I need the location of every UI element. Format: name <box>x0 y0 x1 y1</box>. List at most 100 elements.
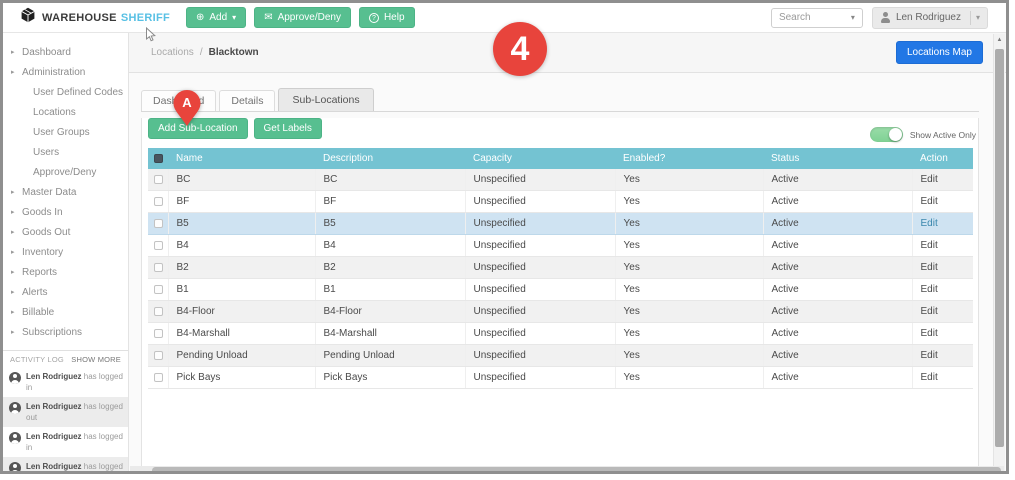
approve-deny-button[interactable]: ✉ Approve/Deny <box>254 7 351 28</box>
sidebar-item-administration[interactable]: ▸ Administration <box>3 63 128 83</box>
tab-sub-locations[interactable]: Sub-Locations <box>278 88 374 111</box>
column-header-status[interactable]: Status <box>763 148 912 169</box>
capacity-cell: Unspecified <box>465 190 616 213</box>
scroll-up-button[interactable]: ▲ <box>996 37 1003 43</box>
sidebar-item-users[interactable]: Users <box>3 143 128 163</box>
column-header-enabled[interactable]: Enabled? <box>615 148 763 169</box>
sublocation-row-pick-bays[interactable]: Pick Bays Pick Bays Unspecified Yes Active Ed… <box>148 366 973 389</box>
enabled-cell: Yes <box>615 256 764 279</box>
brand-name-secondary: SHERIFF <box>120 11 170 24</box>
expand-arrow-icon: ▸ <box>11 189 15 196</box>
row-checkbox[interactable] <box>154 306 163 316</box>
edit-link[interactable]: Edit <box>920 372 938 383</box>
get-labels-button[interactable]: Get Labels <box>253 118 322 139</box>
tab-details[interactable]: Details <box>219 90 276 111</box>
sublocation-row-b2[interactable]: B2 B2 Unspecified Yes Active Edit <box>148 256 973 279</box>
row-checkbox[interactable] <box>154 328 163 338</box>
column-header-name[interactable]: Name <box>168 148 315 169</box>
row-checkbox[interactable] <box>154 174 163 184</box>
sublocation-row-bf[interactable]: BF BF Unspecified Yes Active Edit <box>148 190 973 213</box>
sidebar-item-master-data[interactable]: ▸ Master Data <box>3 183 128 203</box>
app-logo[interactable]: WAREHOUSE SHERIFF <box>20 7 170 28</box>
sidebar-item-alerts[interactable]: ▸ Alerts <box>3 283 128 303</box>
mouse-cursor-icon <box>145 26 157 48</box>
edit-link[interactable]: Edit <box>920 218 938 229</box>
breadcrumb-locations-link[interactable]: Locations <box>151 47 194 58</box>
sublocation-row-b5[interactable]: B5 B5 Unspecified Yes Active Edit <box>148 212 973 235</box>
sublocation-row-b4-floor[interactable]: B4-Floor B4-Floor Unspecified Yes Active Edit <box>148 300 973 323</box>
edit-link[interactable]: Edit <box>920 328 938 339</box>
name-cell: BF <box>168 190 316 213</box>
enabled-cell: Yes <box>615 322 764 345</box>
add-sub-location-button[interactable]: Add Sub-Location <box>148 118 248 139</box>
sidebar-item-locations[interactable]: Locations <box>3 103 128 123</box>
activity-text: Len Rodriguez has logged in <box>26 372 123 392</box>
row-checkbox[interactable] <box>154 218 163 228</box>
select-all-checkbox[interactable] <box>154 153 163 163</box>
help-button[interactable]: ? Help <box>358 7 415 28</box>
capacity-cell: Unspecified <box>465 169 616 191</box>
row-checkbox[interactable] <box>154 262 163 272</box>
show-more-link[interactable]: SHOW MORE <box>71 355 121 364</box>
sidebar-item-approve-deny[interactable]: Approve/Deny <box>3 163 128 183</box>
horizontal-scrollbar-thumb[interactable] <box>152 467 1001 471</box>
column-header-action[interactable]: Action <box>912 148 973 169</box>
edit-link[interactable]: Edit <box>920 284 938 295</box>
vertical-scrollbar-thumb[interactable] <box>995 49 1004 447</box>
name-cell: B4 <box>168 234 316 257</box>
edit-link[interactable]: Edit <box>920 350 938 361</box>
row-checkbox-cell <box>148 366 169 389</box>
edit-link[interactable]: Edit <box>920 174 938 185</box>
add-button[interactable]: ⊕ Add ▾ <box>185 7 247 28</box>
search-input[interactable]: Search ▾ <box>770 7 863 28</box>
row-checkbox-cell <box>148 234 169 257</box>
user-menu-button[interactable]: Len Rodriguez ▾ <box>871 6 988 29</box>
sidebar-item-label: Goods Out <box>22 227 71 238</box>
locations-map-button[interactable]: Locations Map <box>895 41 983 64</box>
sublocation-row-b1[interactable]: B1 B1 Unspecified Yes Active Edit <box>148 278 973 301</box>
enabled-cell: Yes <box>615 190 764 213</box>
activity-log-header: ACTIVITY LOG SHOW MORE <box>3 351 128 367</box>
column-header-capacity[interactable]: Capacity <box>465 148 615 169</box>
chevron-down-icon: ▾ <box>975 12 980 22</box>
sublocation-row-b4[interactable]: B4 B4 Unspecified Yes Active Edit <box>148 234 973 257</box>
row-checkbox[interactable] <box>154 350 163 360</box>
row-checkbox[interactable] <box>154 284 163 294</box>
sidebar-item-goods-in[interactable]: ▸ Goods In <box>3 203 128 223</box>
capacity-cell: Unspecified <box>465 278 616 301</box>
edit-link[interactable]: Edit <box>920 262 938 273</box>
enabled-cell: Yes <box>615 366 764 389</box>
sidebar-item-goods-out[interactable]: ▸ Goods Out <box>3 223 128 243</box>
sidebar-item-label: Alerts <box>22 287 48 298</box>
sidebar-item-dashboard[interactable]: ▸ Dashboard <box>3 43 128 63</box>
horizontal-scrollbar[interactable] <box>130 466 1004 471</box>
sidebar-item-user-defined-codes[interactable]: User Defined Codes <box>3 83 128 103</box>
sidebar-item-billable[interactable]: ▸ Billable <box>3 303 128 323</box>
sublocation-row-b4-marshall[interactable]: B4-Marshall B4-Marshall Unspecified Yes Acti… <box>148 322 973 345</box>
enabled-cell: Yes <box>615 234 764 257</box>
main-content: Locations / Blacktown Locations Map Dash… <box>129 33 1006 471</box>
description-cell: B1 <box>315 278 466 301</box>
vertical-scrollbar[interactable]: ▲ <box>993 34 1005 471</box>
edit-link[interactable]: Edit <box>920 240 938 251</box>
name-cell: B1 <box>168 278 316 301</box>
sidebar-item-inventory[interactable]: ▸ Inventory <box>3 243 128 263</box>
user-avatar-icon <box>9 432 21 444</box>
sidebar-item-subscriptions[interactable]: ▸ Subscriptions <box>3 323 128 343</box>
top-navigation-bar: WAREHOUSE SHERIFF ⊕ Add ▾ ✉ Approve/Deny… <box>3 3 1006 33</box>
edit-link[interactable]: Edit <box>920 306 938 317</box>
activity-log-entry: Len Rodriguez has logged in <box>3 457 128 471</box>
edit-link[interactable]: Edit <box>920 196 938 207</box>
sidebar-item-reports[interactable]: ▸ Reports <box>3 263 128 283</box>
page-header: Locations / Blacktown Locations Map <box>129 33 1006 73</box>
column-header-description[interactable]: Description <box>315 148 465 169</box>
show-active-only-toggle[interactable] <box>869 127 903 142</box>
row-checkbox[interactable] <box>154 372 163 382</box>
sublocation-row-bc[interactable]: BC BC Unspecified Yes Active Edit <box>148 169 973 191</box>
description-cell: BC <box>315 169 466 191</box>
sidebar-item-user-groups[interactable]: User Groups <box>3 123 128 143</box>
row-checkbox[interactable] <box>154 240 163 250</box>
sublocation-row-pending-unload[interactable]: Pending Unload Pending Unload Unspecified Y… <box>148 344 973 367</box>
row-checkbox[interactable] <box>154 196 163 206</box>
capacity-cell: Unspecified <box>465 344 616 367</box>
